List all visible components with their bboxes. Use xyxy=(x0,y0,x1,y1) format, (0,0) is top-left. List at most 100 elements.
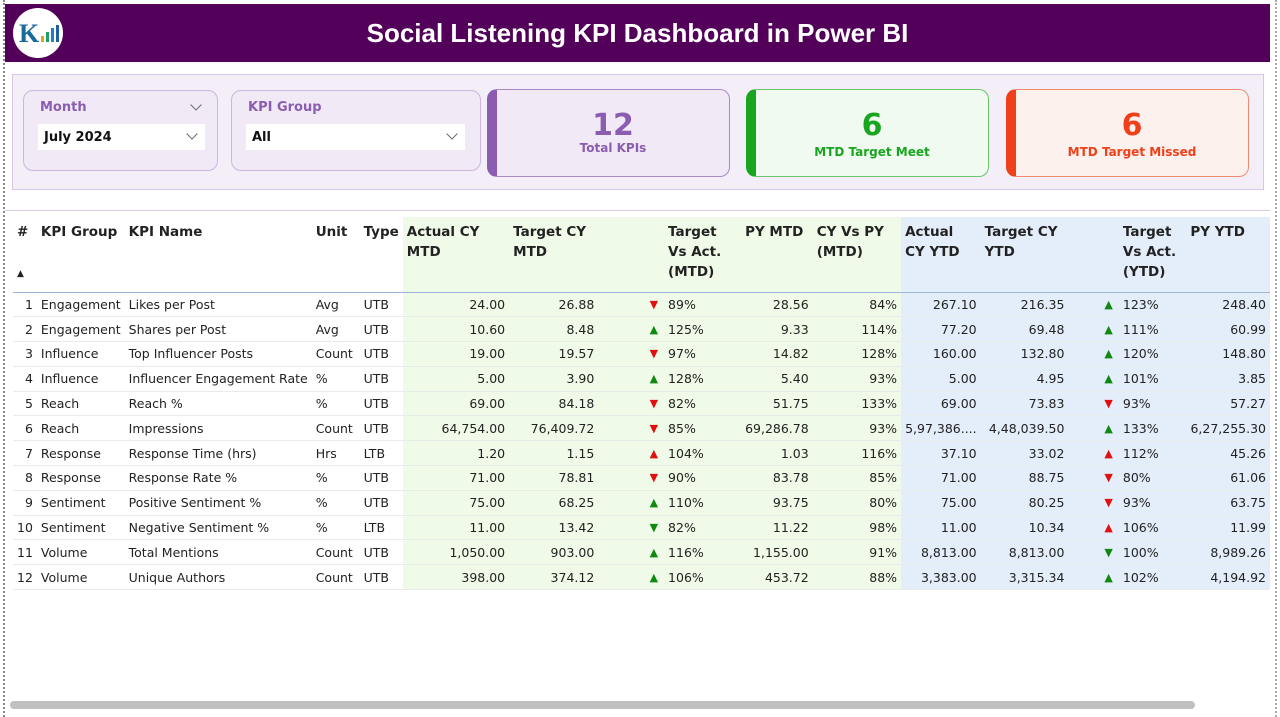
kpi-group-dropdown[interactable]: All xyxy=(246,124,465,150)
status-arrow-cell: ▲ xyxy=(598,539,665,566)
mtd-target-missed-value: 6 xyxy=(1121,108,1143,143)
status-arrow-cell: ▼ xyxy=(1068,490,1119,516)
kpi-group-slicer[interactable]: KPI Group All xyxy=(231,90,481,171)
table-cell: 85% xyxy=(664,415,742,442)
table-row[interactable]: 5 Reach Reach %% UTB 69.00 84.18 ▼ 82% 51.75 133%… xyxy=(13,391,1270,417)
table-row[interactable]: 4 Influence Influencer Engagement Rate% UTB… xyxy=(13,366,1270,392)
column-header[interactable]: Unit xyxy=(311,217,360,293)
status-arrow-cell: ▲ xyxy=(598,490,665,516)
column-header[interactable]: Target Vs Act. (YTD) xyxy=(1118,217,1187,293)
table-cell: UTB xyxy=(359,415,403,442)
status-arrow-cell: ▼ xyxy=(598,391,665,417)
column-header[interactable]: # ▲ xyxy=(13,217,37,293)
column-header-label: Target CY YTD xyxy=(984,224,1058,260)
table-cell: 93% xyxy=(812,415,902,442)
table-cell: 1,050.00 xyxy=(402,539,510,566)
triangle-down-icon: ▼ xyxy=(1104,545,1113,559)
chevron-down-icon[interactable] xyxy=(190,99,202,111)
table-cell: 75.00 xyxy=(402,490,510,516)
table-cell: 73.83 xyxy=(980,391,1069,417)
table-cell: 128% xyxy=(664,366,742,392)
table-cell: 71.00 xyxy=(901,465,981,491)
table-cell: UTB xyxy=(359,292,403,318)
sort-ascending-icon[interactable]: ▲ xyxy=(17,269,24,279)
table-cell: Unique Authors xyxy=(124,564,312,591)
status-arrow-cell: ▼ xyxy=(1068,539,1119,566)
column-header-label: PY YTD xyxy=(1190,224,1245,240)
table-cell: 903.00 xyxy=(509,539,599,566)
table-cell: 63.75 xyxy=(1186,490,1270,516)
total-kpis-label: Total KPIs xyxy=(579,141,647,155)
triangle-up-icon: ▲ xyxy=(1104,297,1113,311)
kpi-table: # ▲ KPI Group KPI Name Unit Type Actual CY MTD… xyxy=(13,217,1270,591)
column-header[interactable]: KPI Group xyxy=(36,217,125,293)
column-header[interactable]: Type xyxy=(359,217,403,293)
month-dropdown[interactable]: July 2024 xyxy=(38,124,205,150)
table-row[interactable]: 2 Engagement Shares per Post Avg UTB 10.60 8.4… xyxy=(13,316,1270,343)
table-cell: Engagement xyxy=(36,292,125,318)
table-cell: 125% xyxy=(664,316,742,343)
column-header[interactable]: Target Vs Act. (MTD) xyxy=(664,217,742,293)
table-cell: Impressions xyxy=(124,415,312,442)
month-label: Month xyxy=(40,100,87,115)
table-row[interactable]: 8 Response Response Rate %% UTB 71.00 78.81 ▼ 9… xyxy=(13,465,1270,491)
table-cell: 26.88 xyxy=(509,292,599,318)
table-cell: Engagement xyxy=(36,316,125,343)
table-row[interactable]: 6 Reach Impressions Count UTB 64,754.00 76,409… xyxy=(13,415,1270,442)
table-row[interactable]: 7 Response Response Time (hrs) Hrs LTB 1.20 1.… xyxy=(13,440,1270,467)
table-cell: 398.00 xyxy=(402,564,510,591)
table-cell: 9 xyxy=(13,490,37,516)
table-cell: 69.00 xyxy=(901,391,981,417)
column-header[interactable]: Actual CY MTD xyxy=(402,217,510,293)
table-cell: 148.80 xyxy=(1186,341,1270,367)
column-header[interactable]: CY Vs PY (MTD) xyxy=(812,217,902,293)
table-cell: 5.00 xyxy=(402,366,510,392)
table-cell: Sentiment xyxy=(36,515,125,541)
table-row[interactable]: 10 Sentiment Negative Sentiment %% LTB 11.00… xyxy=(13,515,1270,541)
status-arrow-cell: ▲ xyxy=(598,316,665,343)
month-slicer[interactable]: Month July 2024 xyxy=(23,90,218,171)
table-cell: 2 xyxy=(13,316,37,343)
table-cell: 80% xyxy=(1118,465,1187,491)
table-cell: Negative Sentiment % xyxy=(124,515,312,541)
column-header[interactable]: Actual CY YTD xyxy=(901,217,981,293)
table-cell: Volume xyxy=(36,539,125,566)
table-cell: Shares per Post xyxy=(124,316,312,343)
status-arrow-cell: ▲ xyxy=(598,366,665,392)
column-header[interactable]: PY YTD xyxy=(1186,217,1270,293)
table-cell: Response xyxy=(36,465,125,491)
table-cell: 128% xyxy=(812,341,902,367)
title-bar: K Social Listening KPI Dashboard in Powe… xyxy=(5,4,1270,62)
column-header[interactable]: Target CY YTD xyxy=(980,217,1069,293)
table-cell: 11.00 xyxy=(402,515,510,541)
table-cell: 102% xyxy=(1118,564,1187,591)
table-cell: Top Influencer Posts xyxy=(124,341,312,367)
table-cell: 10.34 xyxy=(980,515,1069,541)
triangle-up-icon: ▲ xyxy=(649,496,659,510)
table-cell: 101% xyxy=(1118,366,1187,392)
table-cell: Avg xyxy=(311,316,360,343)
table-cell: 123% xyxy=(1118,292,1187,318)
table-row[interactable]: 1 Engagement Likes per Post Avg UTB 24.00 26.8… xyxy=(13,292,1270,318)
table-row[interactable]: 11 Volume Total Mentions Count UTB 1,050.00 90… xyxy=(13,539,1270,566)
table-row[interactable]: 3 Influence Top Influencer Posts Count UTB 19… xyxy=(13,341,1270,367)
table-cell: UTB xyxy=(359,366,403,392)
table-row[interactable]: 12 Volume Unique Authors Count UTB 398.00 374.… xyxy=(13,564,1270,591)
horizontal-scrollbar[interactable] xyxy=(10,701,1195,709)
table-cell: 1,155.00 xyxy=(741,539,813,566)
column-header[interactable]: PY MTD xyxy=(741,217,813,293)
table-cell: 4,194.92 xyxy=(1186,564,1270,591)
column-header[interactable] xyxy=(1068,217,1119,293)
triangle-up-icon: ▲ xyxy=(1104,521,1113,535)
column-header-label: Target Vs Act. (YTD) xyxy=(1122,224,1177,280)
status-arrow-cell: ▼ xyxy=(1068,465,1119,491)
status-arrow-cell: ▼ xyxy=(598,292,665,318)
column-header[interactable]: Target CY MTD xyxy=(509,217,599,293)
table-row[interactable]: 9 Sentiment Positive Sentiment %% UTB 75.00 6… xyxy=(13,490,1270,516)
kpi-logo-icon: K xyxy=(19,19,59,48)
table-cell: 93% xyxy=(1118,490,1187,516)
column-header-label: KPI Name xyxy=(128,224,203,240)
table-cell: 5.00 xyxy=(901,366,981,392)
column-header[interactable]: KPI Name xyxy=(124,217,312,293)
column-header[interactable] xyxy=(598,217,665,293)
